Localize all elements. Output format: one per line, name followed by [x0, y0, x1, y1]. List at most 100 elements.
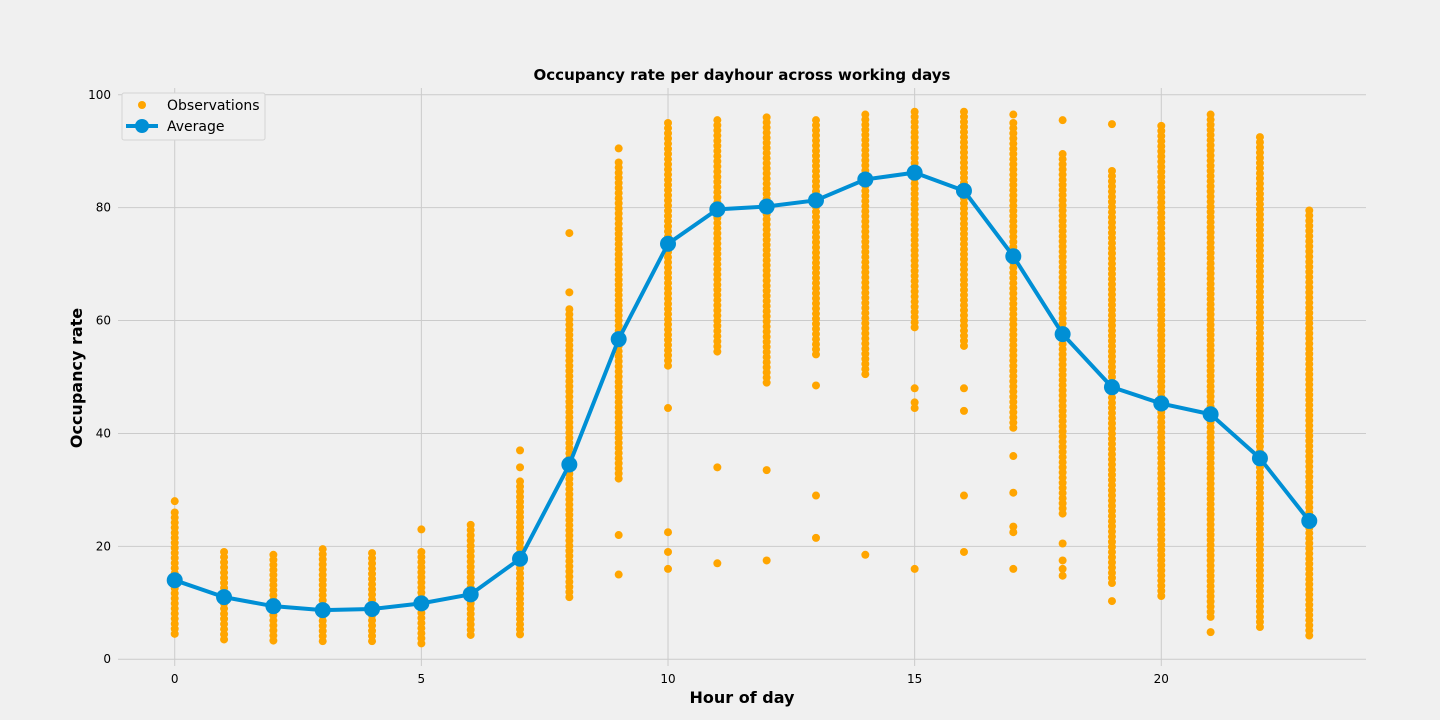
average-point [166, 572, 183, 589]
observation-point [861, 110, 870, 119]
observation-point [664, 404, 673, 413]
observation-point [713, 463, 722, 472]
average-point [1103, 379, 1120, 396]
observation-point [762, 113, 771, 122]
observation-point [516, 446, 525, 455]
average-point [709, 201, 726, 218]
observation-point [762, 556, 771, 565]
observation-point [910, 384, 919, 393]
tick-labels: 0 5 10 15 20 0 20 40 60 80 100 [88, 88, 1169, 686]
x-tick-label: 10 [660, 672, 675, 686]
average-point [807, 192, 824, 209]
average-point [462, 586, 479, 603]
observation-point [959, 406, 968, 415]
observation-point [1305, 206, 1314, 215]
observation-point [1157, 121, 1166, 130]
average-point [1054, 326, 1071, 343]
observation-point [1058, 539, 1067, 548]
observations-series [170, 107, 1314, 648]
y-tick-label: 60 [96, 314, 111, 328]
y-axis-label: Occupancy rate [67, 308, 86, 448]
observation-point [811, 491, 820, 500]
observation-point [1107, 120, 1116, 129]
observation-point [565, 305, 574, 314]
observation-point [959, 547, 968, 556]
average-point [216, 589, 233, 606]
legend-box [121, 92, 266, 141]
observation-point [614, 158, 623, 167]
observation-point [811, 116, 820, 125]
observation-point [1009, 528, 1018, 537]
observation-point [1009, 452, 1018, 461]
observation-point [664, 528, 673, 537]
y-tick-label: 100 [88, 88, 111, 102]
observation-point [1058, 556, 1067, 565]
average-point [660, 235, 677, 252]
observation-point [1058, 564, 1067, 573]
observation-point [811, 533, 820, 542]
observation-point [1009, 522, 1018, 531]
legend-average-label: Average [167, 119, 225, 135]
observation-point [269, 550, 278, 559]
observation-point [614, 570, 623, 579]
average-point [265, 598, 282, 615]
legend-observations-label: Observations [167, 98, 260, 114]
average-point [561, 456, 578, 473]
y-tick-label: 40 [96, 426, 111, 440]
observation-point [170, 508, 179, 517]
average-point [1301, 512, 1318, 529]
observation-point [1107, 597, 1116, 606]
observation-point [516, 477, 525, 486]
average-point [1251, 450, 1268, 467]
average-point [1153, 395, 1170, 412]
average-point [364, 600, 381, 617]
observation-point [318, 545, 327, 554]
observation-point [959, 491, 968, 500]
average-point [314, 602, 331, 619]
x-tick-label: 15 [907, 672, 922, 686]
y-tick-label: 20 [96, 539, 111, 553]
observation-point [1058, 150, 1067, 159]
legend: Observations Average [121, 92, 266, 141]
observation-point [664, 118, 673, 127]
observation-point [910, 398, 919, 407]
observation-point [565, 229, 574, 238]
observation-point [762, 466, 771, 475]
observation-point [1058, 571, 1067, 580]
observation-point [664, 564, 673, 573]
observation-point [713, 116, 722, 125]
average-point [758, 198, 775, 215]
observation-point [170, 497, 179, 506]
observation-point [1009, 488, 1018, 497]
observation-point [959, 107, 968, 116]
chart-title: Occupancy rate per dayhour across workin… [534, 66, 951, 84]
observation-point [368, 549, 377, 558]
average-point [906, 164, 923, 181]
observation-point [614, 144, 623, 153]
observation-point [614, 531, 623, 540]
observation-point [220, 547, 229, 556]
observation-point [664, 547, 673, 556]
average-point [413, 595, 430, 612]
observation-point [417, 547, 426, 556]
average-point [1005, 248, 1022, 265]
observation-point [1206, 628, 1215, 637]
observation-point [466, 520, 475, 529]
x-tick-label: 20 [1154, 672, 1169, 686]
observation-point [861, 550, 870, 559]
observation-point [910, 404, 919, 413]
legend-average-marker [135, 119, 149, 133]
observation-point [713, 559, 722, 568]
observation-point [910, 107, 919, 116]
observation-point [1009, 110, 1018, 119]
x-axis-label: Hour of day [690, 688, 796, 707]
observation-point [910, 564, 919, 573]
average-series [166, 164, 1318, 619]
y-tick-label: 0 [103, 652, 111, 666]
observation-point [811, 381, 820, 390]
average-point [512, 550, 529, 567]
average-point [857, 171, 874, 188]
observation-point [1107, 166, 1116, 175]
observation-point [1009, 564, 1018, 573]
